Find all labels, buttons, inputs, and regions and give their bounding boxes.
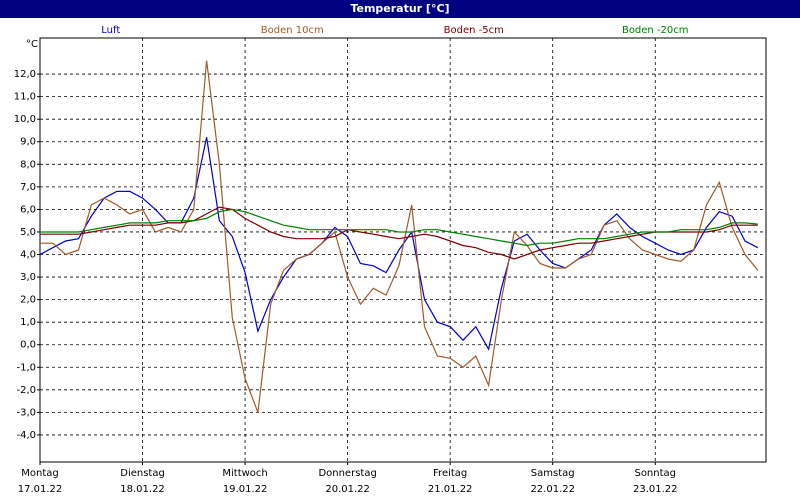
x-tick-label: Montag	[21, 468, 58, 479]
legend-entry: Luft	[101, 25, 120, 36]
x-tick-date: 22.01.22	[530, 484, 575, 495]
x-tick-date: 23.01.22	[633, 484, 678, 495]
x-tick-label: Samstag	[531, 468, 575, 479]
series-line	[40, 60, 759, 413]
y-tick-label: 2,0	[20, 295, 36, 306]
x-tick-label: Donnerstag	[318, 468, 376, 479]
y-tick-label: 12,0	[14, 69, 36, 80]
x-tick-label: Dienstag	[120, 468, 165, 479]
y-tick-label: -3,0	[16, 407, 36, 418]
x-tick-label: Mittwoch	[222, 468, 267, 479]
y-tick-label: 5,0	[20, 227, 36, 238]
y-tick-label: 4,0	[20, 250, 36, 261]
x-tick-date: 20.01.22	[325, 484, 370, 495]
y-tick-label: -1,0	[16, 362, 36, 373]
plot-area	[39, 37, 767, 463]
title-bar	[0, 0, 800, 18]
x-tick-date: 18.01.22	[120, 484, 165, 495]
series-line	[40, 208, 758, 247]
y-unit: °C	[26, 39, 38, 50]
legend-entry: Boden -20cm	[622, 25, 689, 36]
y-tick-label: 10,0	[14, 114, 36, 125]
y-tick-label: 8,0	[20, 159, 36, 170]
y-tick-label: 7,0	[20, 182, 36, 193]
y-tick-label: 0,0	[20, 340, 36, 351]
x-tick-label: Freitag	[433, 468, 467, 479]
x-tick-date: 19.01.22	[223, 484, 268, 495]
y-tick-label: 11,0	[14, 92, 36, 103]
x-tick-date: 17.01.22	[18, 484, 63, 495]
legend-entry: Boden 10cm	[261, 25, 324, 36]
x-tick-label: Sonntag	[634, 468, 676, 479]
y-tick-label: -4,0	[16, 430, 36, 441]
y-tick-label: 6,0	[20, 204, 36, 215]
series-line	[39, 137, 759, 351]
y-tick-label: 3,0	[20, 272, 36, 283]
y-tick-label: -2,0	[16, 385, 36, 396]
y-tick-label: 9,0	[20, 137, 36, 148]
legend-entry: Boden -5cm	[444, 25, 504, 36]
series-line	[40, 206, 758, 260]
y-tick-label: 1,0	[20, 317, 36, 328]
chart-title: Temperatur [°C]	[350, 2, 449, 15]
x-tick-date: 21.01.22	[428, 484, 473, 495]
